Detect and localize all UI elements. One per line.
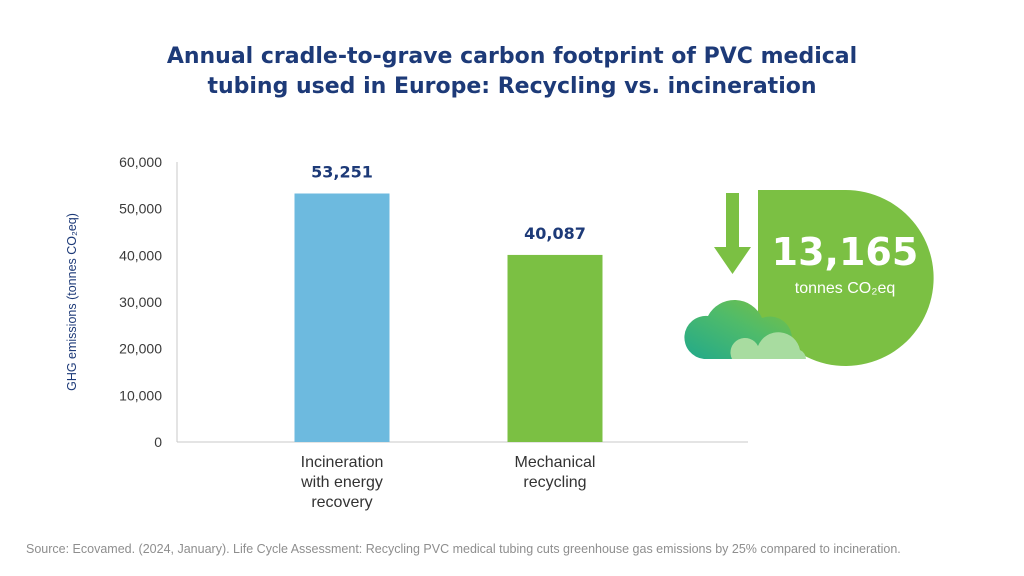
y-axis-label: GHG emissions (tonnes CO₂eq) (65, 213, 79, 391)
callout-bubble (758, 189, 934, 366)
y-tick-label: 30,000 (119, 294, 162, 310)
arrow-down-icon (714, 193, 751, 274)
bar (507, 254, 603, 442)
y-tick-label: 40,000 (119, 247, 162, 263)
bar (294, 193, 390, 442)
chart-axes: 0 10,000 20,000 30,000 40,000 50,000 60,000 GHG… (65, 154, 748, 450)
chart-bars: 53,251 40,087 (294, 162, 603, 442)
bar-value-label: 53,251 (311, 162, 373, 181)
chart-title: Annual cradle-to-grave carbon footprint … (0, 42, 1024, 102)
y-tick-label: 20,000 (119, 341, 162, 357)
y-tick-label: 10,000 (119, 387, 162, 403)
x-tick-label: Mechanical recycling (514, 454, 596, 491)
chart-title-line-1: Annual cradle-to-grave carbon footprint … (166, 44, 858, 69)
savings-unit: tonnes CO₂eq (794, 280, 896, 297)
bar-value-label: 40,087 (524, 224, 586, 243)
source-note: Source: Ecovamed. (2024, January). Life … (26, 542, 901, 556)
cloud-icon (684, 300, 806, 359)
y-tick-label: 0 (154, 434, 162, 450)
savings-value: 13,165 (771, 230, 919, 274)
y-tick-label: 60,000 (119, 154, 162, 170)
savings-callout (684, 189, 934, 366)
chart-title-line-2: tubing used in Europe: Recycling vs. inc… (207, 74, 817, 99)
x-tick-label: Incineration with energy recovery (300, 454, 384, 511)
y-tick-label: 50,000 (119, 201, 162, 217)
